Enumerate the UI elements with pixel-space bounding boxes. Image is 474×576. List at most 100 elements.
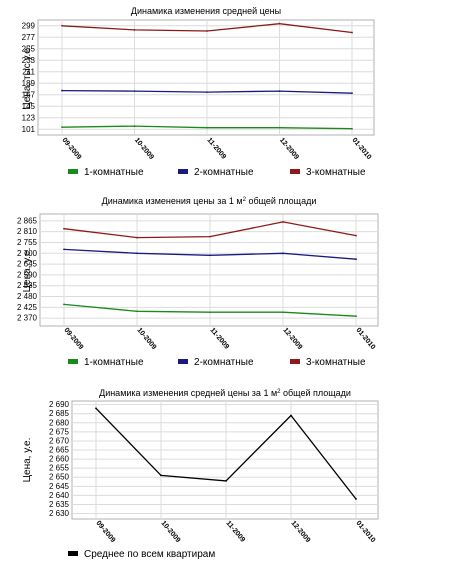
- x-tick-label: 09-2009: [60, 137, 82, 161]
- y-tick-label: 2 535: [17, 281, 38, 290]
- data-point: [63, 303, 65, 306]
- data-point: [160, 474, 162, 477]
- x-tick-label: 10-2009: [159, 520, 181, 544]
- y-tick-label: 2 425: [17, 303, 38, 312]
- plot-area: [37, 19, 375, 136]
- data-point: [206, 30, 208, 32]
- y-tick-label: 2 635: [49, 500, 70, 509]
- data-point: [61, 24, 63, 27]
- data-point: [290, 414, 292, 417]
- x-tick-label: 11-2009: [205, 137, 227, 161]
- legend-label: 3-комнатные: [306, 167, 366, 178]
- legend-swatch: [290, 359, 300, 364]
- data-point: [355, 234, 357, 237]
- x-tick-label: 12-2009: [278, 137, 300, 161]
- x-tick-label: 11-2009: [208, 327, 230, 351]
- data-point: [61, 89, 63, 92]
- chart-title: Динамика изменения цены за 1 м2 общей пл…: [102, 196, 317, 206]
- y-axis-label: Цена, у.е.: [22, 248, 33, 293]
- legend-label: 1-комнатные: [84, 357, 144, 368]
- data-point: [209, 235, 211, 238]
- data-point: [355, 498, 357, 500]
- y-tick-label: 2 680: [49, 418, 70, 427]
- y-tick-label: 2 480: [17, 292, 38, 301]
- data-point: [136, 236, 138, 239]
- data-point: [209, 254, 211, 257]
- y-tick-label: 2 690: [49, 400, 70, 409]
- data-point: [351, 31, 353, 34]
- data-point: [136, 252, 138, 255]
- legend-label: 2-комнатные: [194, 167, 254, 178]
- data-point: [133, 90, 136, 92]
- data-point: [206, 91, 208, 94]
- data-point: [278, 126, 281, 129]
- y-tick-label: 2 640: [49, 491, 70, 500]
- y-tick-label: 2 665: [49, 446, 70, 455]
- legend-swatch: [68, 359, 78, 364]
- data-point: [282, 311, 284, 314]
- y-tick-label: 2 670: [49, 436, 70, 445]
- data-point: [95, 407, 97, 410]
- y-tick-label: 2 865: [17, 216, 38, 225]
- y-tick-label: 167: [22, 90, 36, 99]
- chart-1: Динамика изменения средней цены 101 123 145…: [22, 6, 375, 178]
- legend-swatch: [178, 169, 188, 174]
- chart-2: Динамика изменения цены за 1 м2 общей пл…: [17, 196, 379, 368]
- y-tick-label: 189: [22, 79, 36, 88]
- y-tick-label: 2 685: [49, 409, 70, 418]
- x-tick-label: 09-2009: [94, 520, 116, 544]
- y-tick-label: 2 675: [49, 427, 70, 436]
- y-tick-label: 255: [22, 44, 36, 53]
- y-tick-label: 211: [22, 67, 35, 76]
- x-tick-label: 10-2009: [133, 137, 155, 161]
- data-point: [278, 22, 281, 25]
- chart-title: Динамика изменения средней цены: [131, 6, 281, 16]
- y-tick-label: 2 755: [17, 238, 38, 247]
- legend-label: Среднее по всем квартирам: [84, 549, 215, 560]
- chart-title: Динамика изменения средней цены за 1 м2 …: [99, 388, 351, 398]
- y-axis-label: Цена, у.е.: [22, 438, 33, 483]
- data-point: [351, 92, 353, 95]
- data-point: [278, 90, 281, 92]
- data-point: [355, 258, 357, 261]
- y-tick-label: 2 370: [17, 314, 38, 323]
- data-point: [209, 311, 211, 314]
- data-point: [133, 125, 136, 128]
- y-tick-label: 299: [22, 21, 36, 30]
- data-point: [225, 479, 227, 482]
- chart-3: Динамика изменения средней цены за 1 м2 …: [22, 388, 379, 560]
- legend-swatch: [290, 169, 300, 174]
- data-point: [355, 315, 357, 318]
- legend-label: 2-комнатные: [194, 357, 254, 368]
- plot-area: [71, 400, 379, 520]
- data-point: [133, 29, 136, 31]
- x-tick-label: 09-2009: [62, 327, 84, 351]
- y-tick-label: 2 700: [17, 249, 38, 258]
- legend-swatch: [178, 359, 188, 364]
- x-tick-label: 01-2010: [354, 520, 376, 544]
- x-tick-label: 12-2009: [281, 327, 303, 351]
- data-point: [63, 248, 65, 251]
- y-tick-label: 2 630: [49, 509, 70, 518]
- legend-label: 3-комнатные: [306, 357, 366, 368]
- y-axis-label: Цена, тыс у.е.: [22, 45, 33, 109]
- data-point: [206, 126, 208, 129]
- x-tick-label: 12-2009: [289, 520, 311, 544]
- y-tick-label: 145: [22, 102, 36, 111]
- y-tick-label: 101: [22, 125, 36, 134]
- data-point: [282, 252, 284, 255]
- data-point: [63, 227, 65, 230]
- x-tick-label: 01-2010: [350, 137, 372, 161]
- x-tick-label: 10-2009: [135, 327, 157, 351]
- y-tick-label: 2 650: [49, 473, 70, 482]
- y-tick-label: 123: [22, 113, 36, 122]
- legend-label: 1-комнатные: [84, 167, 144, 178]
- legend-swatch: [68, 169, 78, 174]
- y-tick-label: 277: [22, 33, 36, 42]
- legend-swatch: [68, 551, 78, 556]
- y-tick-label: 2 590: [17, 270, 38, 279]
- y-tick-label: 2 655: [49, 464, 70, 473]
- y-tick-label: 2 660: [49, 455, 70, 464]
- y-tick-label: 2 645: [49, 482, 70, 491]
